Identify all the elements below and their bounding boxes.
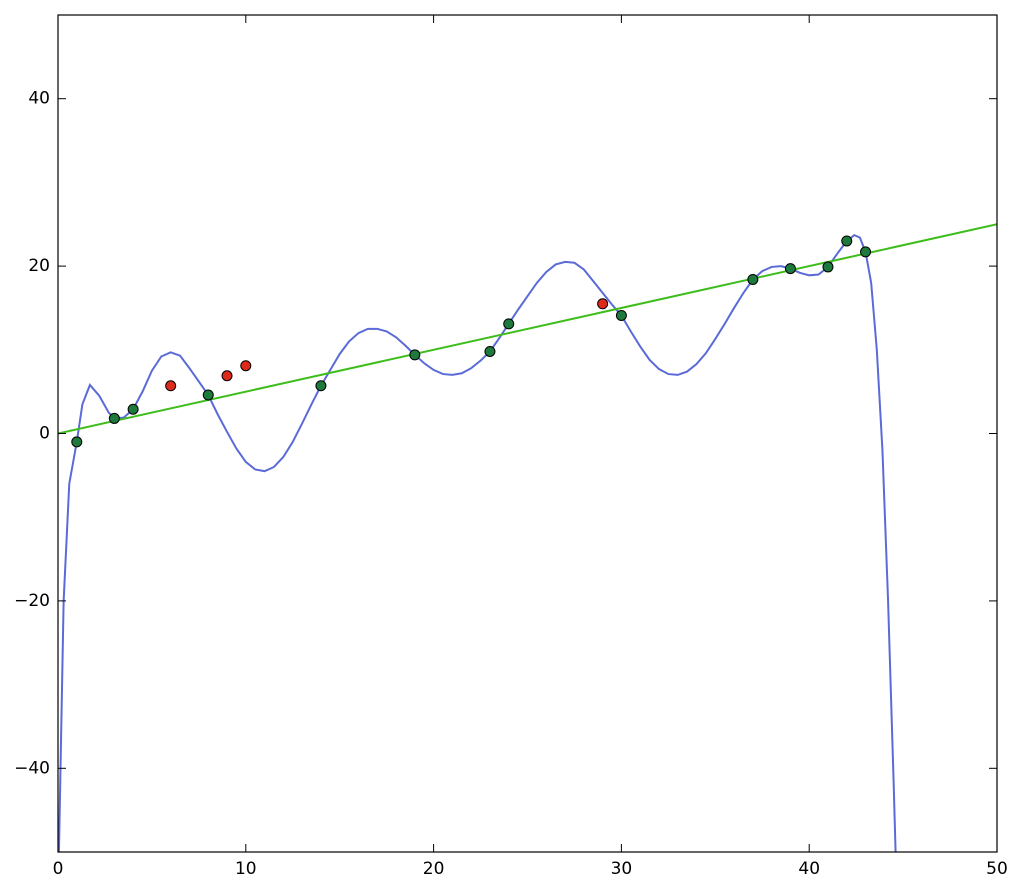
- point: [484, 345, 496, 357]
- point: [165, 380, 177, 392]
- line: [58, 233, 897, 852]
- y-tick-label: −40: [14, 758, 50, 778]
- point: [860, 246, 872, 258]
- point: [315, 380, 327, 392]
- x-tick-label: 20: [423, 859, 445, 879]
- x-tick-label: 40: [798, 859, 820, 879]
- y-tick-label: 40: [28, 89, 50, 109]
- point: [615, 309, 627, 321]
- point: [221, 370, 233, 382]
- point: [240, 360, 252, 372]
- point: [784, 263, 796, 275]
- point: [841, 235, 853, 247]
- point: [108, 412, 120, 424]
- x-tick-label: 50: [986, 859, 1008, 879]
- point: [747, 273, 759, 285]
- point: [202, 389, 214, 401]
- y-tick-label: 20: [28, 256, 50, 276]
- point: [503, 318, 515, 330]
- point: [822, 261, 834, 273]
- x-tick-label: 10: [235, 859, 257, 879]
- x-tick-label: 30: [611, 859, 633, 879]
- point: [71, 436, 83, 448]
- y-tick-label: −20: [14, 591, 50, 611]
- line: [58, 223, 997, 435]
- point: [597, 298, 609, 310]
- axes-frame: [57, 14, 998, 853]
- plot-area: [58, 223, 997, 852]
- point: [409, 349, 421, 361]
- y-tick-label: 0: [39, 424, 50, 444]
- x-tick-label: 0: [53, 859, 64, 879]
- point: [127, 403, 139, 415]
